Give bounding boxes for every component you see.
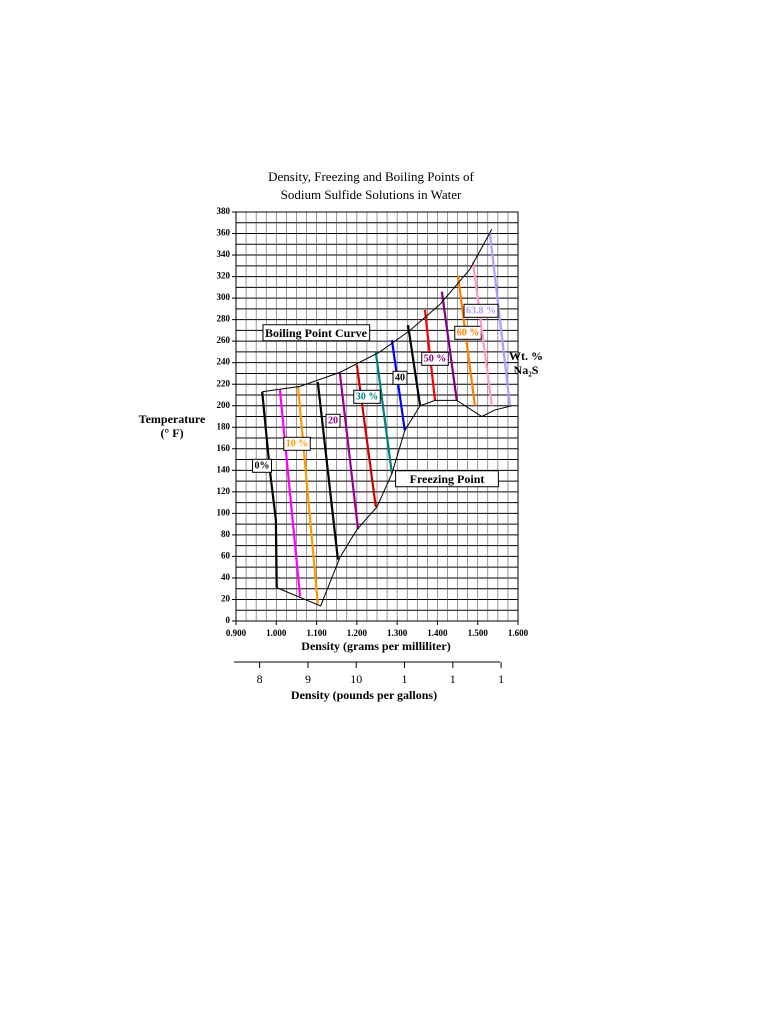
x-axis-label: Density (grams per milliliter) [301,639,450,653]
chart-title: Sodium Sulfide Solutions in Water [281,187,462,202]
label-box [421,351,449,366]
x-tick-label: 1.000 [266,628,287,638]
series-line [276,399,513,607]
label-box [262,324,371,342]
series-label: 30 % [356,391,379,402]
label-box [463,303,499,318]
label-box [252,458,272,473]
series-line [374,351,393,474]
y-tick-label: 200 [217,400,231,410]
annotation: Wt. % [509,349,543,363]
series-label: 50 % [424,353,447,364]
x2-tick-label: 9 [305,672,311,686]
series-line [440,291,458,401]
y-tick-label: 220 [217,378,231,388]
y-tick-label: 180 [217,421,231,431]
y-tick-label: 300 [217,292,231,302]
series-label: 10 % [286,438,309,449]
series-line [278,389,302,597]
chart-title: Density, Freezing and Boiling Points of [268,169,474,184]
series-label: Boiling Point Curve [265,326,368,340]
y-tick-label: 140 [217,464,231,474]
label-box [392,370,408,385]
series-line [355,364,377,508]
x2-tick-label: 1 [450,672,456,686]
y-tick-label: 40 [221,572,231,582]
x2-tick-label: 8 [257,672,263,686]
series-label: Freezing Point [410,472,485,486]
series-line [471,261,493,406]
label-box [283,436,311,451]
label-box [325,413,341,428]
y-tick-label: 120 [217,486,231,496]
series-line [338,373,360,530]
plot-frame [235,211,519,622]
y-tick-label: 320 [217,271,231,281]
y-tick-label: 80 [221,529,231,539]
y-tick-label: 240 [217,357,231,367]
x2-tick-label: 10 [350,672,362,686]
series-label: 0% [255,460,270,471]
y-tick-label: 340 [217,249,231,259]
y-tick-label: 360 [217,228,231,238]
label-box [395,470,499,488]
series-line [261,391,278,588]
x-tick-label: 1.400 [427,628,448,638]
series-line [456,275,476,406]
series-line [406,324,422,406]
y-tick-label: 380 [217,206,231,216]
series-label: 40 [395,372,405,383]
series-line [488,232,512,406]
series-line [262,228,493,393]
series-label: 20 [328,415,338,426]
y-tick-label: 20 [221,594,231,604]
y-tick-label: 0 [226,615,231,625]
series-line [390,339,406,431]
y-tick-label: 260 [217,335,231,345]
y-tick-label: 60 [221,550,231,560]
series-line [296,386,319,604]
x-tick-label: 0.900 [226,628,247,638]
x-tick-label: 1.500 [468,628,489,638]
y-tick-label: 280 [217,314,231,324]
x-tick-label: 1.200 [347,628,368,638]
y-tick-label: 160 [217,443,231,453]
y-axis-label: (° F) [160,426,183,440]
x-tick-label: 1.300 [387,628,408,638]
y-tick-label: 100 [217,507,231,517]
x2-axis-label: Density (pounds per gallons) [291,688,437,702]
x2-tick-label: 1 [498,672,504,686]
series-line [316,381,340,560]
series-label: 60 % [457,327,480,338]
label-box [353,389,381,404]
series-label: 63.8 % [466,305,496,316]
y-axis-label: Temperature [139,412,206,426]
x-tick-label: 1.100 [306,628,327,638]
x-tick-label: 1.600 [508,628,529,638]
annotation: Na₂S [514,363,539,377]
x2-tick-label: 1 [402,672,408,686]
